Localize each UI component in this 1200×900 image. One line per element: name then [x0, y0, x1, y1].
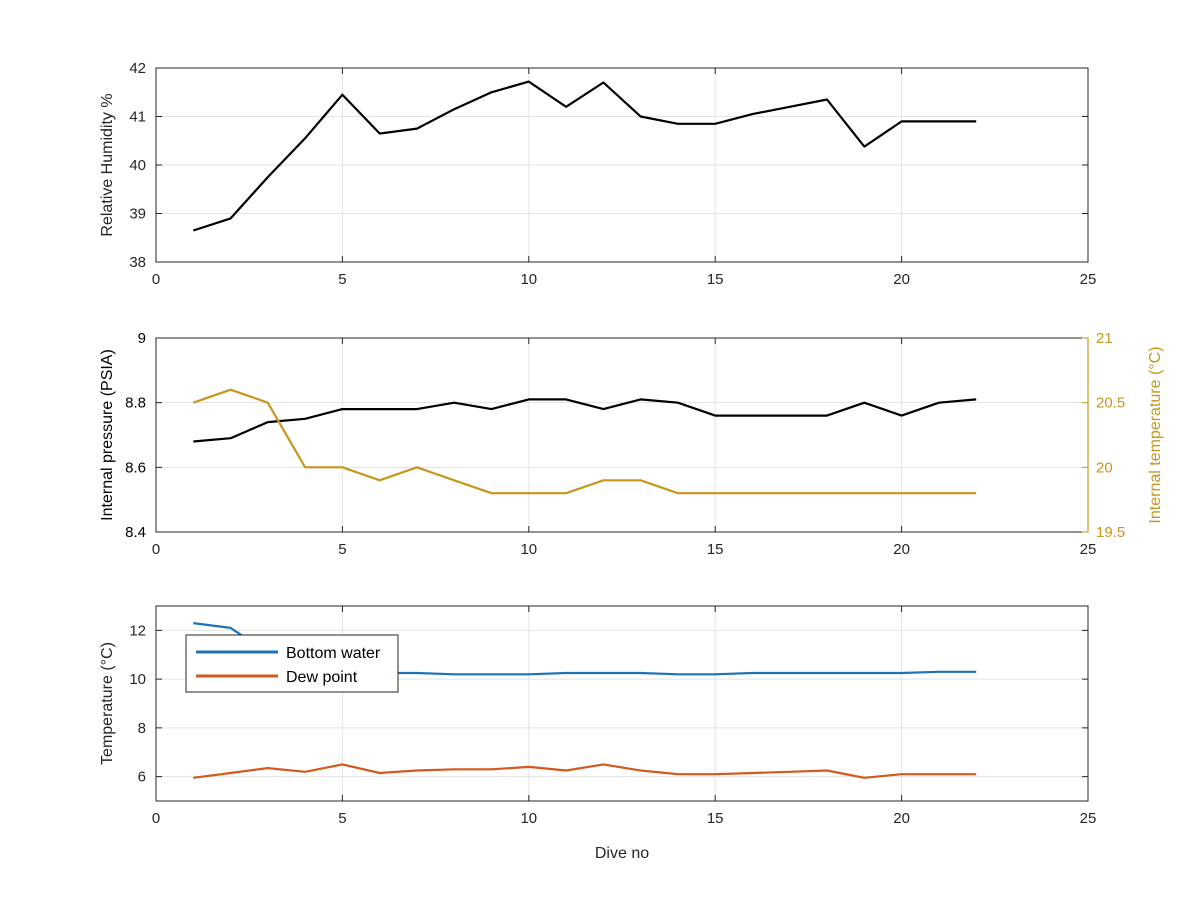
x-tick-label: 25: [1080, 271, 1097, 288]
x-tick-label: 0: [152, 810, 160, 827]
subplot-1: 0 5 10 15 20 25 38 39 40 41 42 Relative Humidity %: [99, 60, 1096, 288]
subplot-2: 0 5 10 15 20 25 8.4 8.6 8.8 9 19.5 20 20.5 21 Internal…: [99, 330, 1164, 558]
x-tick-label: 20: [893, 541, 910, 558]
x-tick-label: 15: [707, 271, 724, 288]
x-tick-label: 15: [707, 541, 724, 558]
axes-box: [155, 605, 1089, 802]
y-tick-label: 38: [129, 254, 146, 271]
y-tick-label: 8: [138, 720, 146, 737]
y-right-tick-label: 21: [1096, 330, 1113, 347]
x-tick-label: 25: [1080, 810, 1097, 827]
x-tick-label: 5: [338, 271, 346, 288]
y-tick-label: 8.8: [125, 395, 146, 412]
series-line-1: [193, 398, 977, 443]
y-axis-label: Relative Humidity %: [99, 93, 116, 236]
x-tick-label: 0: [152, 541, 160, 558]
plot-area: [156, 338, 1088, 532]
y-right-tick-label: 20: [1096, 459, 1113, 476]
x-tick-label: 10: [520, 271, 537, 288]
y-right-axis-label: Internal temperature (°C): [1147, 346, 1164, 523]
x-tick-label: 0: [152, 271, 160, 288]
series-line-1: [192, 80, 977, 232]
x-tick-label: 10: [520, 810, 537, 827]
y-tick-label: 41: [129, 109, 146, 126]
y-right-tick-label: 20.5: [1096, 395, 1125, 412]
x-tick-label: 20: [893, 810, 910, 827]
y-tick-label: 8.4: [125, 524, 146, 541]
x-tick-label: 25: [1080, 541, 1097, 558]
x-tick-label: 5: [338, 810, 346, 827]
y-right-tick-label: 19.5: [1096, 524, 1125, 541]
y-tick-label: 10: [129, 671, 146, 688]
x-tick-label: 15: [707, 810, 724, 827]
legend-label: Dew point: [286, 669, 358, 686]
x-axis-label: Dive no: [595, 845, 649, 862]
y-tick-label: 9: [138, 330, 146, 347]
x-tick-label: 5: [338, 541, 346, 558]
y-tick-label: 6: [138, 769, 146, 786]
y-tick-label: 40: [129, 157, 146, 174]
y-tick-label: 39: [129, 206, 146, 223]
legend: Bottom water Dew point: [185, 634, 399, 693]
x-tick-label: 10: [520, 541, 537, 558]
series-line-dew-point: [193, 763, 977, 779]
legend-label: Bottom water: [286, 645, 381, 662]
y-axis-label: Temperature (°C): [99, 642, 116, 765]
y-axis-label: Internal pressure (PSIA): [99, 349, 116, 521]
y-tick-label: 8.6: [125, 459, 146, 476]
series-line-2: [192, 388, 977, 495]
y-tick-label: 12: [129, 622, 146, 639]
subplot-3: 0 5 10 15 20 25 6 8 10 12 Temperature (°C) Dive no B…: [99, 605, 1097, 862]
y-tick-label: 42: [129, 60, 146, 77]
legend-box: [185, 634, 399, 693]
x-tick-label: 20: [893, 271, 910, 288]
